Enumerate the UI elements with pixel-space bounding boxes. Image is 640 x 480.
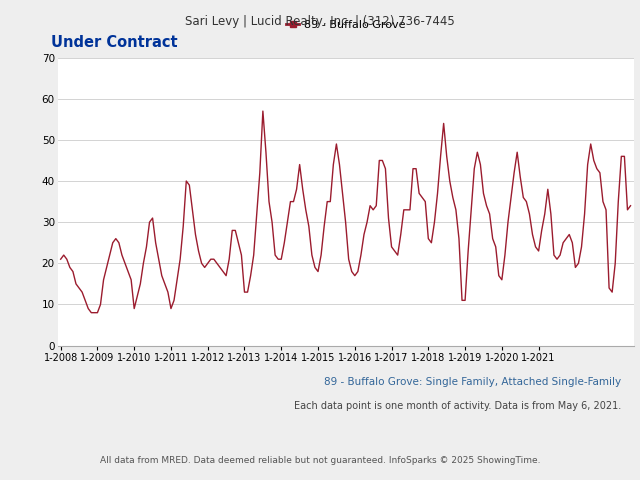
Legend: 89 - Buffalo Grove: 89 - Buffalo Grove — [286, 20, 405, 30]
Text: 89 - Buffalo Grove: Single Family, Attached Single-Family: 89 - Buffalo Grove: Single Family, Attac… — [324, 377, 621, 386]
Text: Each data point is one month of activity. Data is from May 6, 2021.: Each data point is one month of activity… — [294, 401, 621, 410]
Text: Sari Levy | Lucid Realty, Inc. | (312) 736-7445: Sari Levy | Lucid Realty, Inc. | (312) 7… — [185, 15, 455, 28]
Text: All data from MRED. Data deemed reliable but not guaranteed. InfoSparks © 2025 S: All data from MRED. Data deemed reliable… — [100, 456, 540, 465]
Text: Under Contract: Under Contract — [51, 36, 178, 50]
